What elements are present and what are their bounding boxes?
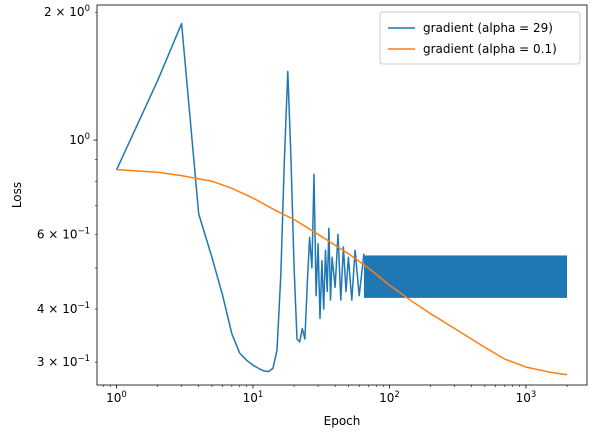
- x-tick-label-1: 101: [243, 390, 264, 405]
- x-tick-label-0: 100: [106, 390, 127, 405]
- y-tick-label-exponent: −1: [77, 354, 90, 364]
- y-tick-label-exponent: 0: [85, 132, 90, 142]
- y-tick-label-base: 10: [62, 227, 77, 241]
- y-tick-label-4: 2 × 100: [44, 4, 90, 19]
- y-axis-label: Loss: [10, 182, 24, 208]
- y-tick-label-base: 10: [69, 133, 84, 147]
- legend-box: [379, 11, 581, 65]
- y-tick-label-2: 6 × 10−1: [37, 226, 90, 241]
- series-0-oscillation-band: [363, 255, 568, 298]
- legend-label-series-1: gradient (alpha = 0.1): [423, 42, 557, 56]
- x-tick-label-exponent: 0: [121, 390, 126, 400]
- x-tick-label-base: 10: [379, 391, 394, 405]
- y-tick-label-exponent: −1: [77, 226, 90, 236]
- y-tick-label-3: 100: [69, 132, 90, 147]
- y-tick-label-mantissa: 3 ×: [37, 355, 62, 369]
- y-tick-label-base: 10: [62, 355, 77, 369]
- axes-frame: [96, 4, 588, 386]
- y-tick-label-1: 4 × 10−1: [37, 301, 90, 316]
- x-tick-label-exponent: 3: [531, 390, 536, 400]
- x-tick-label-base: 10: [516, 391, 531, 405]
- y-tick-label-base: 10: [62, 302, 77, 316]
- x-tick-label-exponent: 1: [258, 390, 263, 400]
- series-0-line: [115, 22, 365, 373]
- x-tick-label-2: 102: [379, 390, 400, 405]
- plot-area: [115, 22, 568, 376]
- x-tick-label-base: 10: [243, 391, 258, 405]
- y-tick-label-exponent: 0: [85, 4, 90, 14]
- y-tick-label-exponent: −1: [77, 301, 90, 311]
- legend: gradient (alpha = 29) gradient (alpha = …: [379, 11, 581, 65]
- y-tick-label-mantissa: 6 ×: [37, 227, 62, 241]
- legend-label-series-0: gradient (alpha = 29): [423, 21, 553, 35]
- series-1-line: [116, 168, 568, 376]
- y-tick-label-0: 3 × 10−1: [37, 354, 90, 369]
- y-tick-label-mantissa: 2 ×: [44, 5, 69, 19]
- y-tick-label-base: 10: [69, 5, 84, 19]
- y-tick-label-mantissa: 4 ×: [37, 302, 62, 316]
- x-tick-label-base: 10: [106, 391, 121, 405]
- x-tick-label-3: 103: [516, 390, 537, 405]
- x-tick-label-exponent: 2: [394, 390, 399, 400]
- x-axis-label: Epoch: [324, 414, 361, 428]
